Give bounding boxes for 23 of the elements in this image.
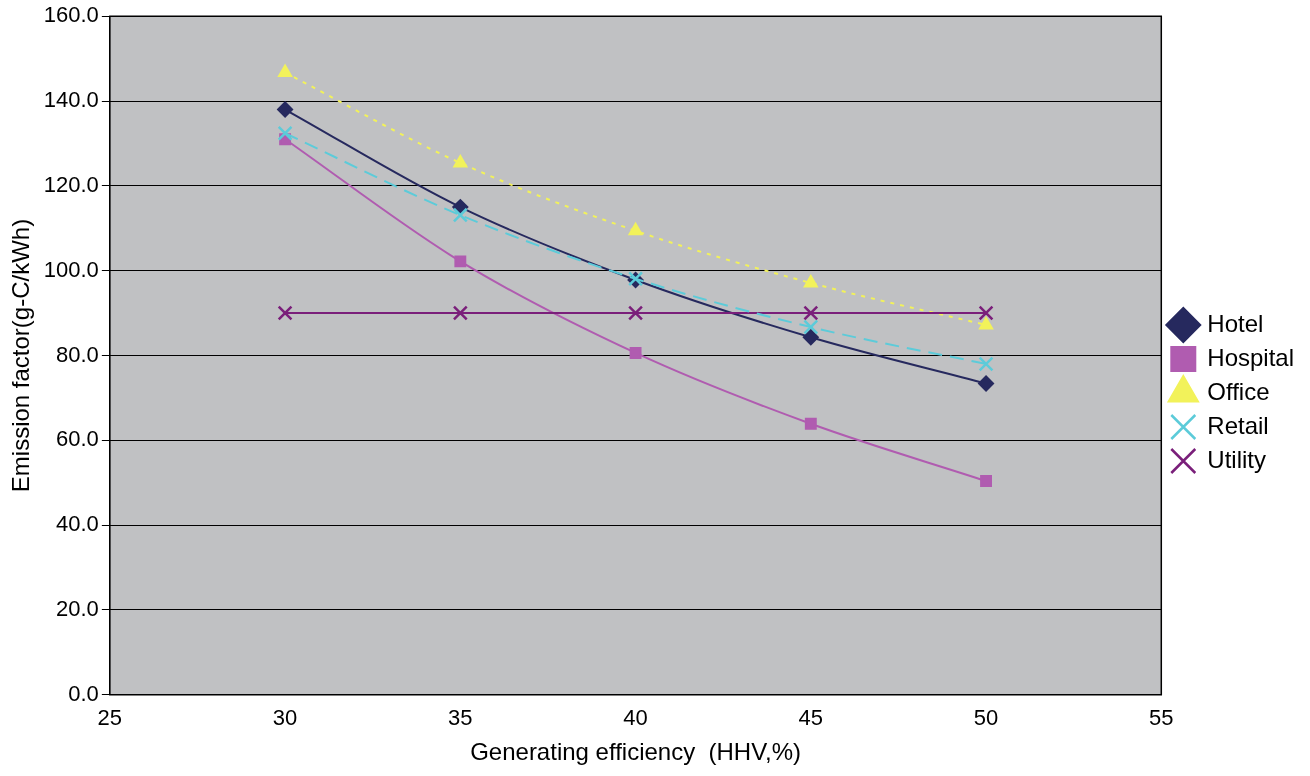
- x-tick-label: 30: [272, 705, 298, 731]
- y-tick-label: 80.0: [56, 341, 99, 367]
- legend-label: Office: [1207, 377, 1270, 405]
- legend-label: Hospital: [1207, 343, 1295, 371]
- legend-label: Utility: [1207, 445, 1266, 473]
- legend-label: Retail: [1207, 411, 1269, 439]
- x-tick-label: 40: [623, 705, 648, 731]
- y-tick-label: 0.0: [68, 680, 99, 706]
- x-tick-label: 45: [798, 705, 824, 731]
- y-tick-label: 100.0: [43, 256, 99, 282]
- x-tick-label: 50: [973, 705, 999, 731]
- y-tick-label: 160.0: [43, 2, 99, 28]
- y-tick-label: 140.0: [43, 87, 99, 113]
- y-tick-label: 120.0: [43, 171, 99, 197]
- y-tick-label: 20.0: [56, 596, 99, 622]
- x-axis-title: Generating efficiency (HHV,%): [470, 738, 801, 766]
- x-tick-label: 25: [97, 705, 123, 731]
- y-tick-label: 60.0: [56, 426, 99, 452]
- y-axis-title: Emission factor(g-C/kWh): [7, 218, 35, 493]
- y-tick-label: 40.0: [56, 511, 99, 537]
- x-tick-label: 35: [448, 705, 473, 731]
- x-tick-label: 55: [1149, 705, 1174, 731]
- legend-label: Hotel: [1207, 309, 1264, 337]
